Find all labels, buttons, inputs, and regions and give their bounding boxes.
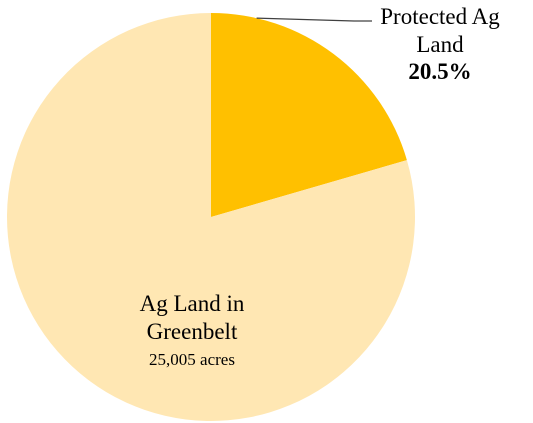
pie-slice-protected-ag-land bbox=[211, 13, 407, 217]
slice-label-greenbelt-name-line1: Ag Land in bbox=[139, 291, 245, 316]
leader-line-protected bbox=[256, 17, 372, 22]
slice-label-protected: Protected Ag Land 20.5% bbox=[360, 3, 520, 86]
slice-label-protected-name-line1: Protected Ag bbox=[380, 4, 500, 29]
slice-label-greenbelt-acres: 25,005 acres bbox=[149, 350, 235, 370]
slice-label-protected-percent: 20.5% bbox=[408, 59, 472, 85]
pie-slice-ag-land-in-greenbelt bbox=[6, 13, 416, 422]
slice-label-greenbelt: Ag Land in Greenbelt 25,005 acres bbox=[92, 290, 292, 371]
slice-label-greenbelt-name-line2: Greenbelt bbox=[146, 318, 238, 344]
slice-label-protected-name-line2: Land bbox=[416, 31, 464, 57]
